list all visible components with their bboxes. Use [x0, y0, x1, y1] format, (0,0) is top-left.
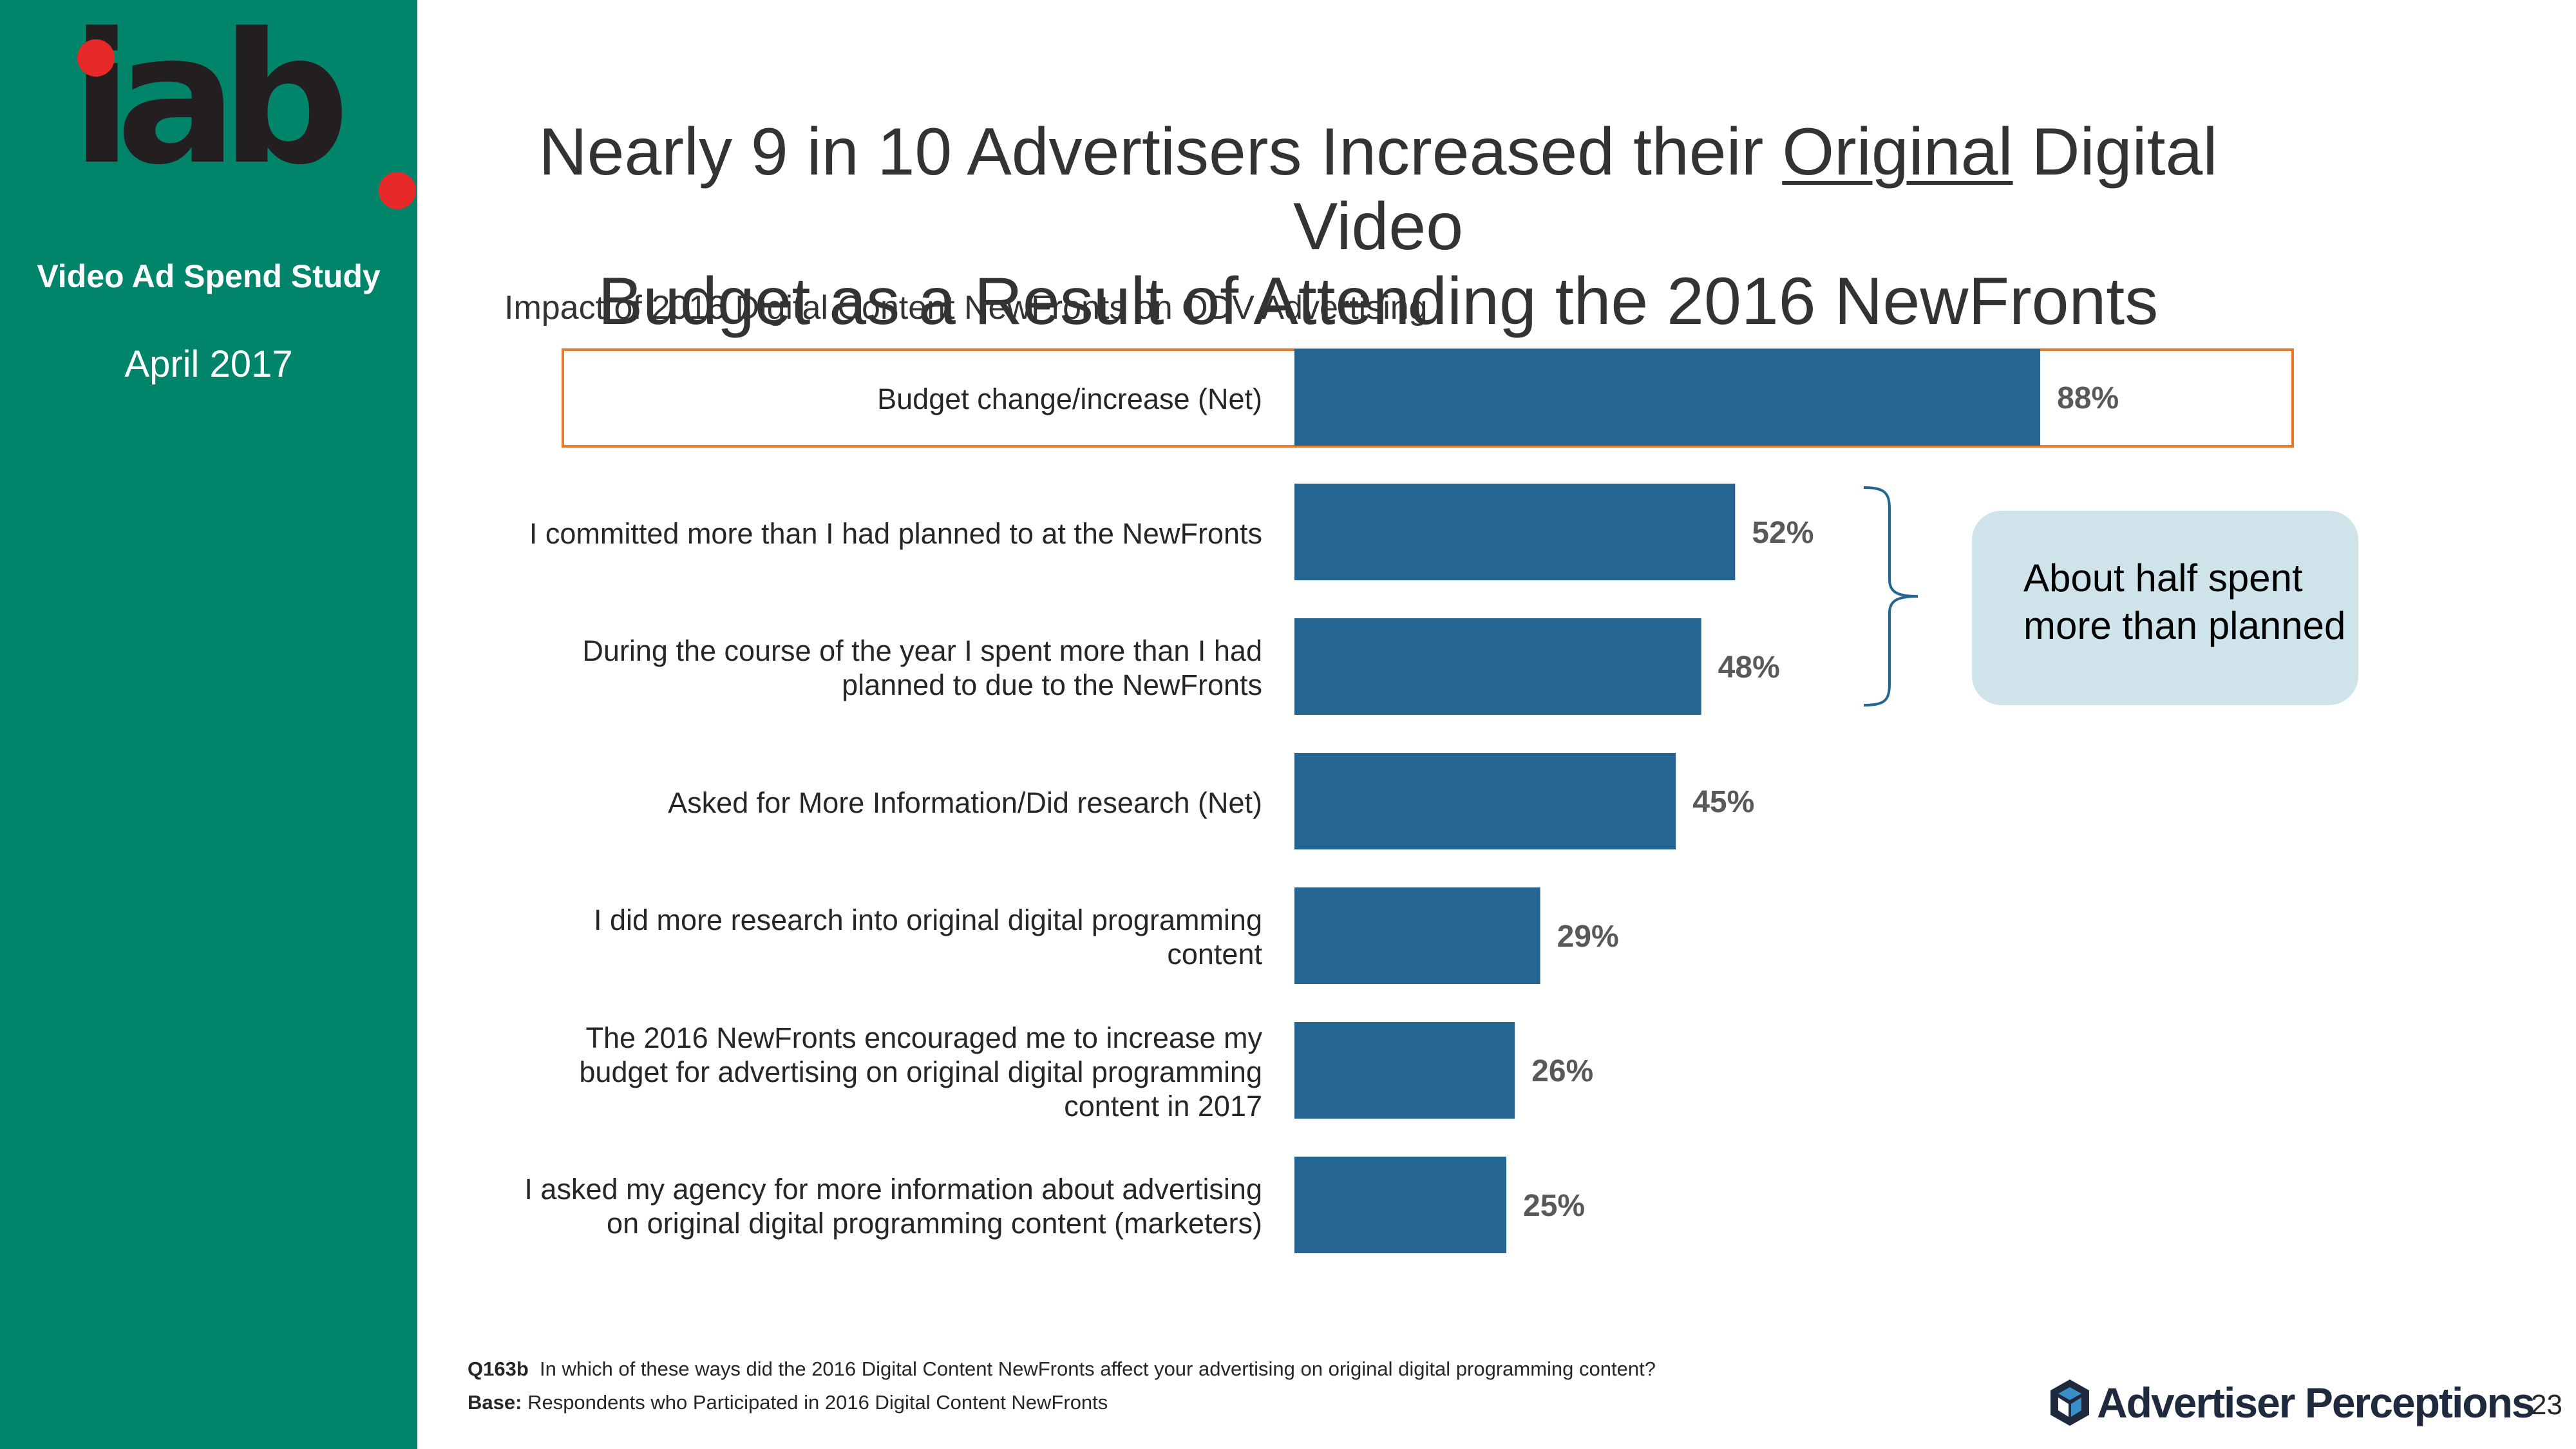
chart-title: Impact of 2016 Digital Content NewFronts…: [504, 289, 1428, 327]
bar-6: [1294, 1157, 1506, 1253]
category-label-6-line-0: I asked my agency for more information a…: [524, 1173, 1262, 1206]
callout-line-2: more than planned: [2023, 604, 2346, 647]
title-part-before: Nearly 9 in 10 Advertisers Increased the…: [538, 115, 1783, 189]
title-line-1: Nearly 9 in 10 Advertisers Increased the…: [489, 115, 2267, 264]
advertiser-perceptions-logo: Advertiser Perceptions: [2049, 1378, 2535, 1430]
brand-name: Advertiser Perceptions: [2097, 1379, 2535, 1426]
category-label-4-line-1: content: [1167, 938, 1262, 971]
category-label-5-line-2: content in 2017: [1064, 1089, 1262, 1122]
question-id: Q163b: [468, 1358, 529, 1380]
bar-1: [1294, 484, 1736, 580]
value-label-4: 29%: [1557, 920, 1619, 954]
value-label-0: 88%: [2057, 381, 2119, 415]
category-label-5-line-0: The 2016 NewFronts encouraged me to incr…: [585, 1021, 1262, 1054]
callout-box: About half spent more than planned: [1972, 511, 2358, 705]
page-number: 23: [2531, 1389, 2562, 1421]
title-line-2: Budget as a Result of Attending the 2016…: [598, 264, 2159, 339]
category-label-3: Asked for More Information/Did research …: [425, 786, 1262, 820]
bar-3: [1294, 753, 1676, 849]
category-label-0: Budget change/increase (Net): [425, 382, 1262, 416]
bar-0: [1294, 349, 2041, 446]
category-label-1: I committed more than I had planned to a…: [425, 516, 1262, 551]
category-label-2-line-0: During the course of the year I spent mo…: [582, 634, 1262, 667]
category-label-3-line-0: Asked for More Information/Did research …: [668, 786, 1262, 819]
category-label-0-line-0: Budget change/increase (Net): [877, 382, 1262, 415]
sidebar: iab Video Ad Spend Study April 2017: [0, 0, 417, 1449]
footnote-question: Q163b In which of these ways did the 201…: [468, 1358, 1656, 1381]
iab-logo: iab: [71, 10, 416, 209]
logo-text: iab: [71, 0, 350, 205]
category-label-4-line-0: I did more research into original digita…: [594, 904, 1262, 936]
study-name: Video Ad Spend Study: [37, 258, 381, 294]
value-label-2: 48%: [1718, 650, 1780, 685]
footnote-base: Base: Respondents who Participated in 20…: [468, 1391, 1108, 1414]
question-text: In which of these ways did the 2016 Digi…: [540, 1358, 1656, 1380]
category-label-5-line-1: budget for advertising on original digit…: [579, 1055, 1262, 1088]
title-underlined-word: Original: [1782, 115, 2013, 189]
study-date: April 2017: [124, 343, 293, 385]
title-part-after: Digital Video: [1293, 115, 2218, 264]
logo-red-dot-icon: [77, 39, 115, 77]
value-label-6: 25%: [1523, 1189, 1585, 1223]
category-label-2: During the course of the year I spent mo…: [425, 634, 1262, 702]
category-label-2-line-1: planned to due to the NewFronts: [842, 668, 1262, 701]
bar-4: [1294, 887, 1540, 984]
cube-icon: [2050, 1379, 2089, 1426]
category-label-6: I asked my agency for more information a…: [425, 1172, 1262, 1240]
bar-2: [1294, 618, 1701, 715]
category-label-6-line-1: on original digital programming content …: [607, 1207, 1262, 1240]
category-label-4: I did more research into original digita…: [425, 903, 1262, 971]
value-label-3: 45%: [1692, 785, 1754, 819]
logo-red-period-icon: [379, 172, 416, 209]
value-label-5: 26%: [1531, 1054, 1593, 1088]
callout-line-1: About half spent: [2023, 556, 2303, 600]
value-label-1: 52%: [1752, 516, 1814, 550]
grouping-brace-icon: [1863, 486, 1918, 706]
slide-title: Nearly 9 in 10 Advertisers Increased the…: [489, 115, 2267, 339]
category-label-5: The 2016 NewFronts encouraged me to incr…: [425, 1021, 1262, 1123]
bar-5: [1294, 1022, 1515, 1119]
category-label-1-line-0: I committed more than I had planned to a…: [529, 516, 1262, 550]
base-text: Respondents who Participated in 2016 Dig…: [527, 1391, 1108, 1414]
base-label: Base:: [468, 1391, 522, 1414]
